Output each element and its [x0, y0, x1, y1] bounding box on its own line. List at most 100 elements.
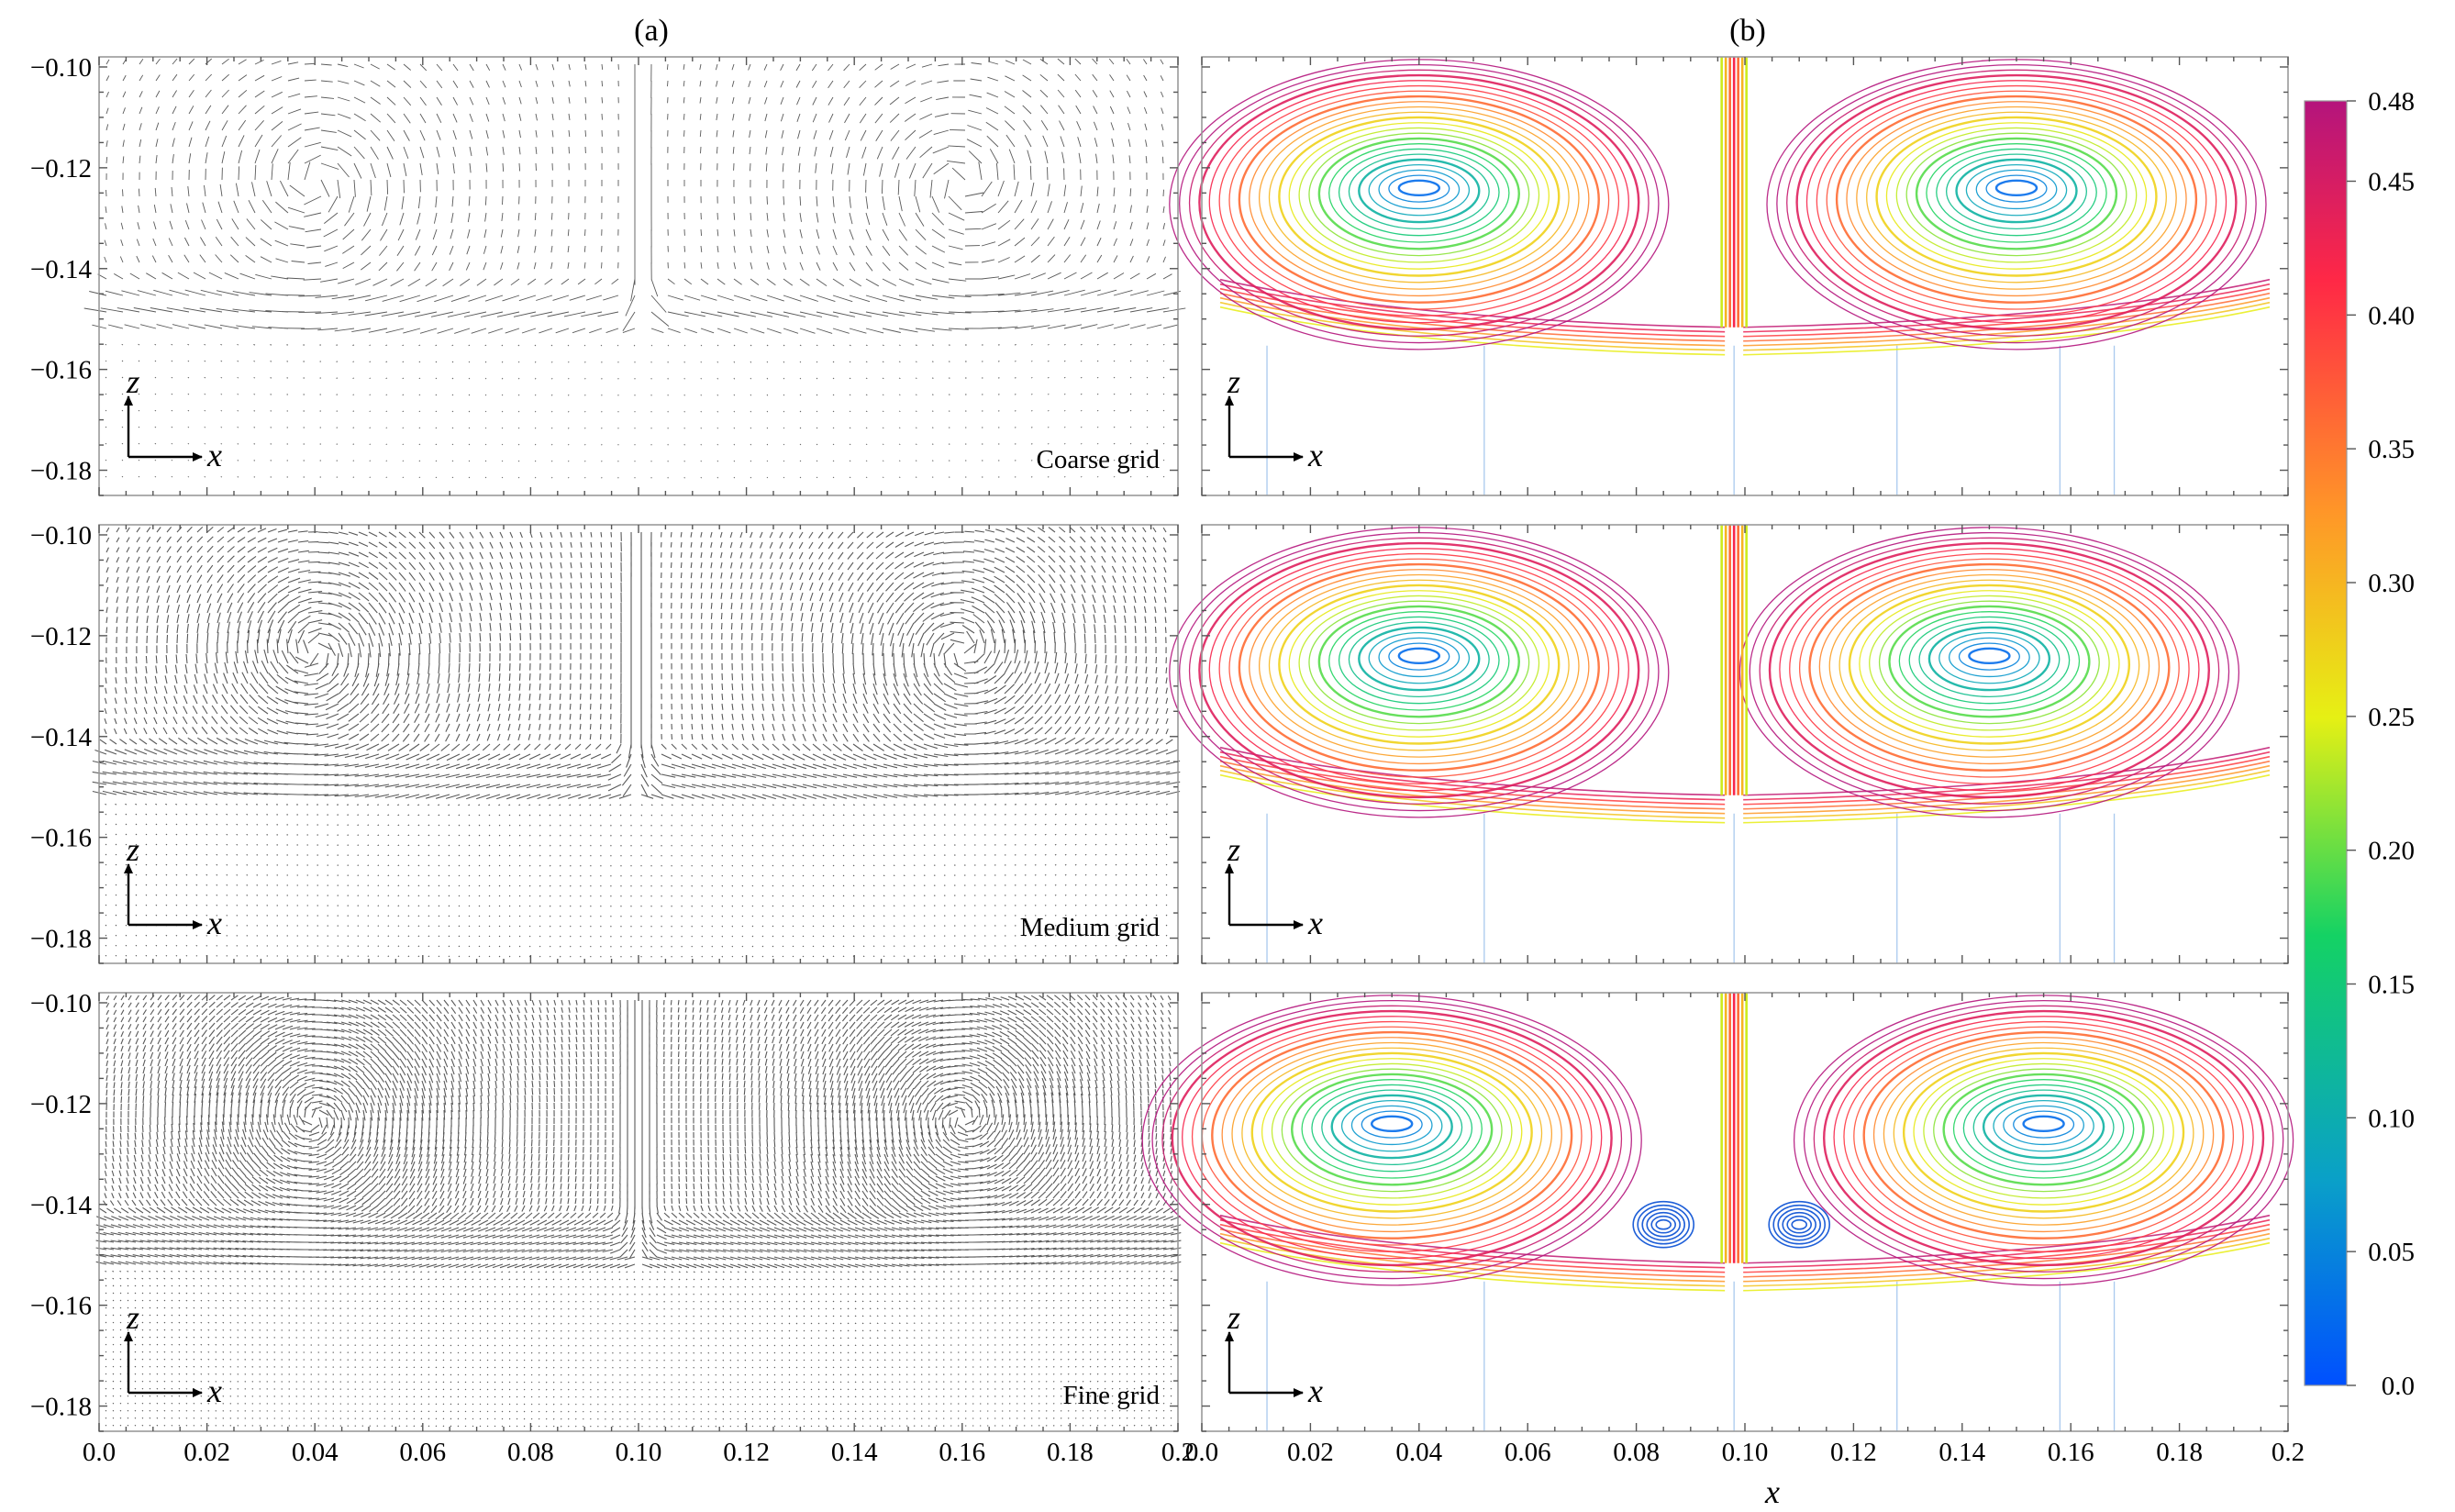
vortex-streamline	[1902, 1051, 2185, 1213]
vortex-streamline	[1328, 611, 1510, 711]
vortex-streamline	[1261, 1058, 1523, 1206]
x-tick-label: 0.08	[507, 1438, 554, 1467]
secondary-vortex	[1641, 1207, 1685, 1241]
vortex-streamline	[1281, 1068, 1503, 1193]
vortex-streamline	[1228, 558, 1610, 778]
vector-field-panel	[83, 58, 1186, 1428]
panel-label-b: (b)	[1729, 14, 1766, 48]
vortex-streamline	[1188, 537, 1650, 805]
interface-streamline-right	[1743, 1228, 2271, 1278]
vortex-streamline	[1228, 90, 1610, 310]
vortex-streamline	[1818, 569, 2161, 765]
interface-streamline-left	[1219, 1232, 1726, 1283]
vortex-streamline	[1905, 132, 2127, 257]
vortex-streamline	[1378, 169, 1461, 210]
vortex-streamline	[1250, 1051, 1533, 1213]
vortex-streamline	[1776, 63, 2257, 344]
vortex-streamline	[1942, 1073, 2145, 1186]
inset-z-label: z	[126, 363, 139, 400]
vortex-streamline	[1191, 1020, 1593, 1252]
vortex-streamline	[1895, 127, 2138, 263]
z-tick-label: −0.14	[30, 1191, 93, 1220]
z-tick-label: −0.12	[30, 154, 92, 183]
streamline-row-2	[1169, 525, 2271, 963]
z-tick-label: −0.16	[30, 824, 92, 853]
vortex-streamline	[1169, 59, 1670, 350]
colorbar-gradient	[2304, 100, 2348, 1386]
vortex-streamline	[1862, 1030, 2225, 1240]
vortex-streamline	[1298, 595, 1540, 731]
vortex-streamline	[1923, 1062, 2164, 1199]
secondary-vortex	[1646, 1211, 1681, 1238]
vortex-streamline	[1141, 995, 1642, 1286]
vortex-streamline	[1823, 1009, 2265, 1267]
vortex-streamline	[1208, 80, 1629, 324]
vortex-streamline	[1958, 642, 2020, 671]
vortex-streamline	[1358, 158, 1481, 224]
vortex-streamline	[1803, 999, 2284, 1280]
secondary-vortex	[1772, 1204, 1826, 1245]
vortex-streamline	[1946, 153, 2087, 230]
interface-streamline-left	[1219, 1228, 1726, 1278]
vortex-streamline	[1846, 101, 2187, 297]
interface-streamline-right	[1743, 773, 2271, 824]
vortex-streamline	[1927, 626, 2051, 692]
vortex-streamline	[1378, 637, 1461, 678]
vortex-streamline	[1171, 1009, 1613, 1267]
vortex-streamline	[1198, 541, 1640, 799]
vortex-streamline	[1368, 163, 1471, 217]
velocity-arrows	[83, 58, 1186, 479]
vortex-streamline	[1348, 621, 1490, 698]
interface-streamline-left	[1219, 769, 1726, 819]
vortex-streamline	[1182, 1016, 1603, 1260]
vortex-streamline	[1848, 584, 2131, 745]
vortex-streamline	[1982, 1094, 2105, 1160]
interface-streamline-right	[1743, 750, 2271, 801]
vortex-streamline	[1749, 531, 2230, 812]
interface-streamline-right	[1743, 764, 2271, 815]
z-tick-label: −0.18	[30, 1393, 92, 1422]
vortex-streamline	[1835, 94, 2198, 304]
x-axis-title: x	[1764, 1473, 1780, 1510]
secondary-vortex	[1637, 1204, 1690, 1245]
inset-z-label: z	[1227, 831, 1240, 868]
vortex-streamline	[1397, 179, 1441, 197]
vortex-streamline	[1328, 143, 1510, 243]
inset-x-label: x	[1307, 437, 1323, 473]
inset-x-label: x	[1307, 1373, 1323, 1409]
vortex-streamline	[1828, 573, 2150, 758]
vortex-streamline	[1918, 621, 2061, 698]
vortex-streamline	[1388, 642, 1450, 671]
inset-x-label: x	[206, 905, 222, 941]
z-tick-label: −0.12	[30, 1090, 92, 1119]
vortex-streamline	[1238, 562, 1600, 772]
panel-label-a: (a)	[634, 14, 669, 48]
vortex-streamline	[1388, 174, 1450, 203]
vector-field-row-1	[83, 58, 1186, 479]
vortex-streamline	[1348, 153, 1490, 230]
colorbar-tick-label: 0.15	[2368, 971, 2415, 1000]
vortex-streamline	[1816, 84, 2217, 317]
vortex-streamline	[1972, 1089, 2115, 1166]
colorbar-tick-label: 0.25	[2368, 703, 2415, 732]
vortex-streamline	[1169, 527, 1670, 818]
vortex-streamline	[1221, 1037, 1562, 1233]
z-tick-label: −0.18	[30, 457, 92, 486]
vortex-streamline	[1241, 1047, 1543, 1219]
z-tick-label: −0.12	[30, 622, 92, 651]
vortex-streamline	[1298, 127, 1540, 263]
vortex-streamline	[1288, 590, 1550, 738]
x-tick-label: 0.16	[2048, 1438, 2094, 1467]
vortex-streamline	[1317, 605, 1520, 718]
secondary-vortex	[1655, 1218, 1672, 1230]
interface-streamline-right	[1743, 1241, 2271, 1292]
vortex-streamline	[1759, 537, 2220, 805]
vortex-streamline	[1965, 163, 2068, 217]
secondary-vortex	[1650, 1215, 1676, 1234]
vortex-streamline	[1888, 605, 2091, 718]
inset-z-label: z	[126, 1299, 139, 1336]
z-tick-label: −0.14	[30, 723, 93, 752]
z-tick-label: −0.18	[30, 925, 92, 954]
x-tick-label: 0.12	[723, 1438, 770, 1467]
vortex-streamline	[1952, 1079, 2135, 1179]
